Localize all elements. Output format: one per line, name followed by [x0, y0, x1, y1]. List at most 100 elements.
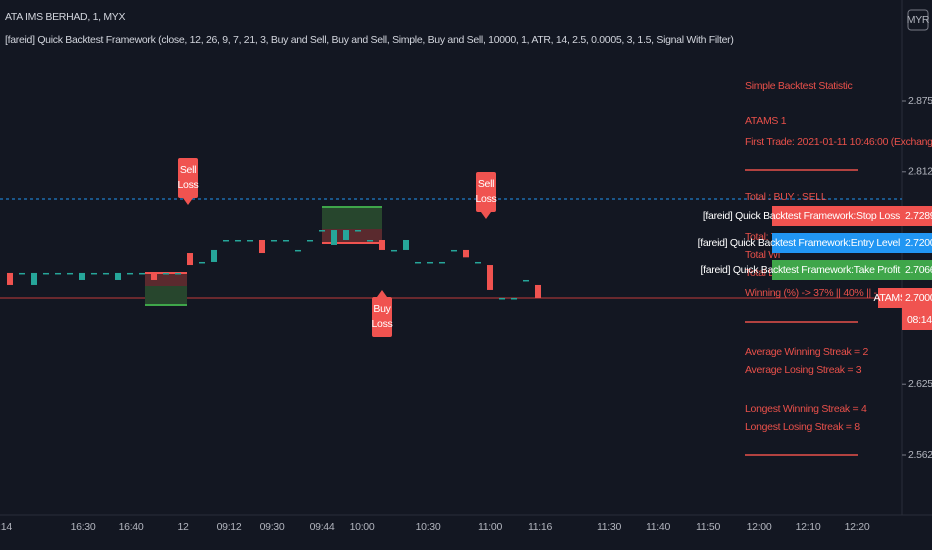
candle [7, 272, 13, 285]
candle [343, 230, 349, 240]
marker-text: Buy [373, 303, 391, 315]
candle [379, 239, 385, 250]
candle [331, 230, 337, 245]
marker-text: Sell [478, 178, 494, 190]
candle [235, 239, 241, 242]
symbol-title: ATA IMS BERHAD, 1, MYX [5, 11, 126, 23]
candle [535, 284, 541, 298]
candle [391, 249, 397, 252]
marker-tip [377, 290, 387, 297]
time-label: 11:16 [528, 521, 552, 533]
candle [307, 239, 313, 242]
marker-box [372, 297, 392, 337]
stat-line: Longest Winning Streak = 4 [745, 403, 867, 415]
candle [211, 249, 217, 262]
time-label: 09:12 [217, 521, 242, 533]
box-profit [322, 207, 382, 229]
candle [79, 272, 85, 280]
symbol-box [878, 288, 902, 308]
label-text: [fareid] Quick Backtest Framework:Take P… [701, 264, 901, 276]
candle [523, 279, 529, 282]
time-label: 10:30 [416, 521, 441, 533]
candle [427, 261, 433, 264]
candle [139, 272, 145, 275]
candle [319, 230, 325, 232]
candle [187, 253, 193, 266]
label-box [772, 233, 902, 253]
candle [283, 239, 289, 242]
candle [31, 272, 37, 285]
symbol-text: ATAMS [873, 292, 906, 304]
price-box [902, 233, 932, 253]
tick-label: 2.8750 [908, 95, 932, 107]
candles [7, 230, 541, 300]
time-label: 11:00 [478, 521, 502, 533]
label-text: [fareid] Quick Backtest Framework:Entry … [698, 237, 900, 249]
box-profit [145, 286, 187, 305]
candle [127, 272, 133, 275]
time-label: 09:44 [310, 521, 335, 533]
indicator-title: [fareid] Quick Backtest Framework (close… [5, 34, 734, 46]
tick-label: 2.5625 [908, 449, 932, 461]
countdown: 08:14 [907, 314, 932, 326]
candle [19, 272, 25, 275]
time-label: 11:40 [646, 521, 670, 533]
candle [463, 249, 469, 258]
marker-text: Loss [372, 318, 393, 330]
candle [451, 249, 457, 252]
currency-box [907, 9, 929, 31]
candle [355, 230, 361, 232]
time-axis: :14 16:30 16:40 12 09:12 09:30 09:44 10:00 10:30… [0, 521, 870, 533]
tick-label: 2.6250 [908, 378, 932, 390]
stats-panel: Simple Backtest Statistic ATAMS 1 First Tr… [745, 80, 932, 456]
time-label: 12:10 [796, 521, 821, 533]
stat-line: First Trade: 2021-01-11 10:46:00 (Exchan… [745, 136, 932, 148]
markers: Sell Loss Buy Loss Sell Loss [178, 158, 497, 337]
price-box [902, 288, 932, 330]
time-label: 10:00 [350, 521, 375, 533]
stat-line: Total: Tr [745, 231, 780, 243]
marker-text: Loss [476, 193, 497, 205]
candle [415, 261, 421, 264]
candle [151, 272, 157, 280]
candle [295, 249, 301, 252]
price-box [902, 260, 932, 280]
candle [103, 272, 109, 275]
label-text: [fareid] Quick Backtest Framework:Stop L… [703, 210, 900, 222]
marker-box [178, 158, 198, 198]
time-label: 16:40 [119, 521, 144, 533]
stat-line: Winning (%) -> 37% || 40% || - 33% [745, 287, 899, 299]
candle [271, 239, 277, 242]
candle [115, 272, 121, 280]
candle [259, 239, 265, 254]
time-label: 11:30 [597, 521, 621, 533]
candle [403, 239, 409, 250]
stat-line: Total Wi [745, 249, 780, 261]
time-label: 16:30 [71, 521, 96, 533]
candle [247, 239, 253, 242]
stat-line: Average Winning Streak = 2 [745, 346, 869, 358]
price-box [902, 206, 932, 226]
candle [367, 239, 373, 242]
time-label: 12:00 [747, 521, 772, 533]
time-label: 09:30 [260, 521, 285, 533]
price-text: 2.7200 [905, 237, 932, 249]
candle [163, 272, 169, 275]
candle [499, 297, 505, 300]
candle [223, 239, 229, 242]
candle [91, 272, 97, 275]
time-label: 12:20 [845, 521, 870, 533]
stat-line: Average Losing Streak = 3 [745, 364, 862, 376]
time-label: 12 [177, 521, 189, 533]
candle [55, 272, 61, 275]
stat-line: ATAMS 1 [745, 115, 787, 127]
marker-text: Sell [180, 164, 196, 176]
candle [475, 261, 481, 264]
candle [43, 272, 49, 275]
stat-line: Longest Losing Streak = 8 [745, 421, 860, 433]
candle [175, 272, 181, 275]
candle [511, 297, 517, 300]
candle [439, 261, 445, 264]
